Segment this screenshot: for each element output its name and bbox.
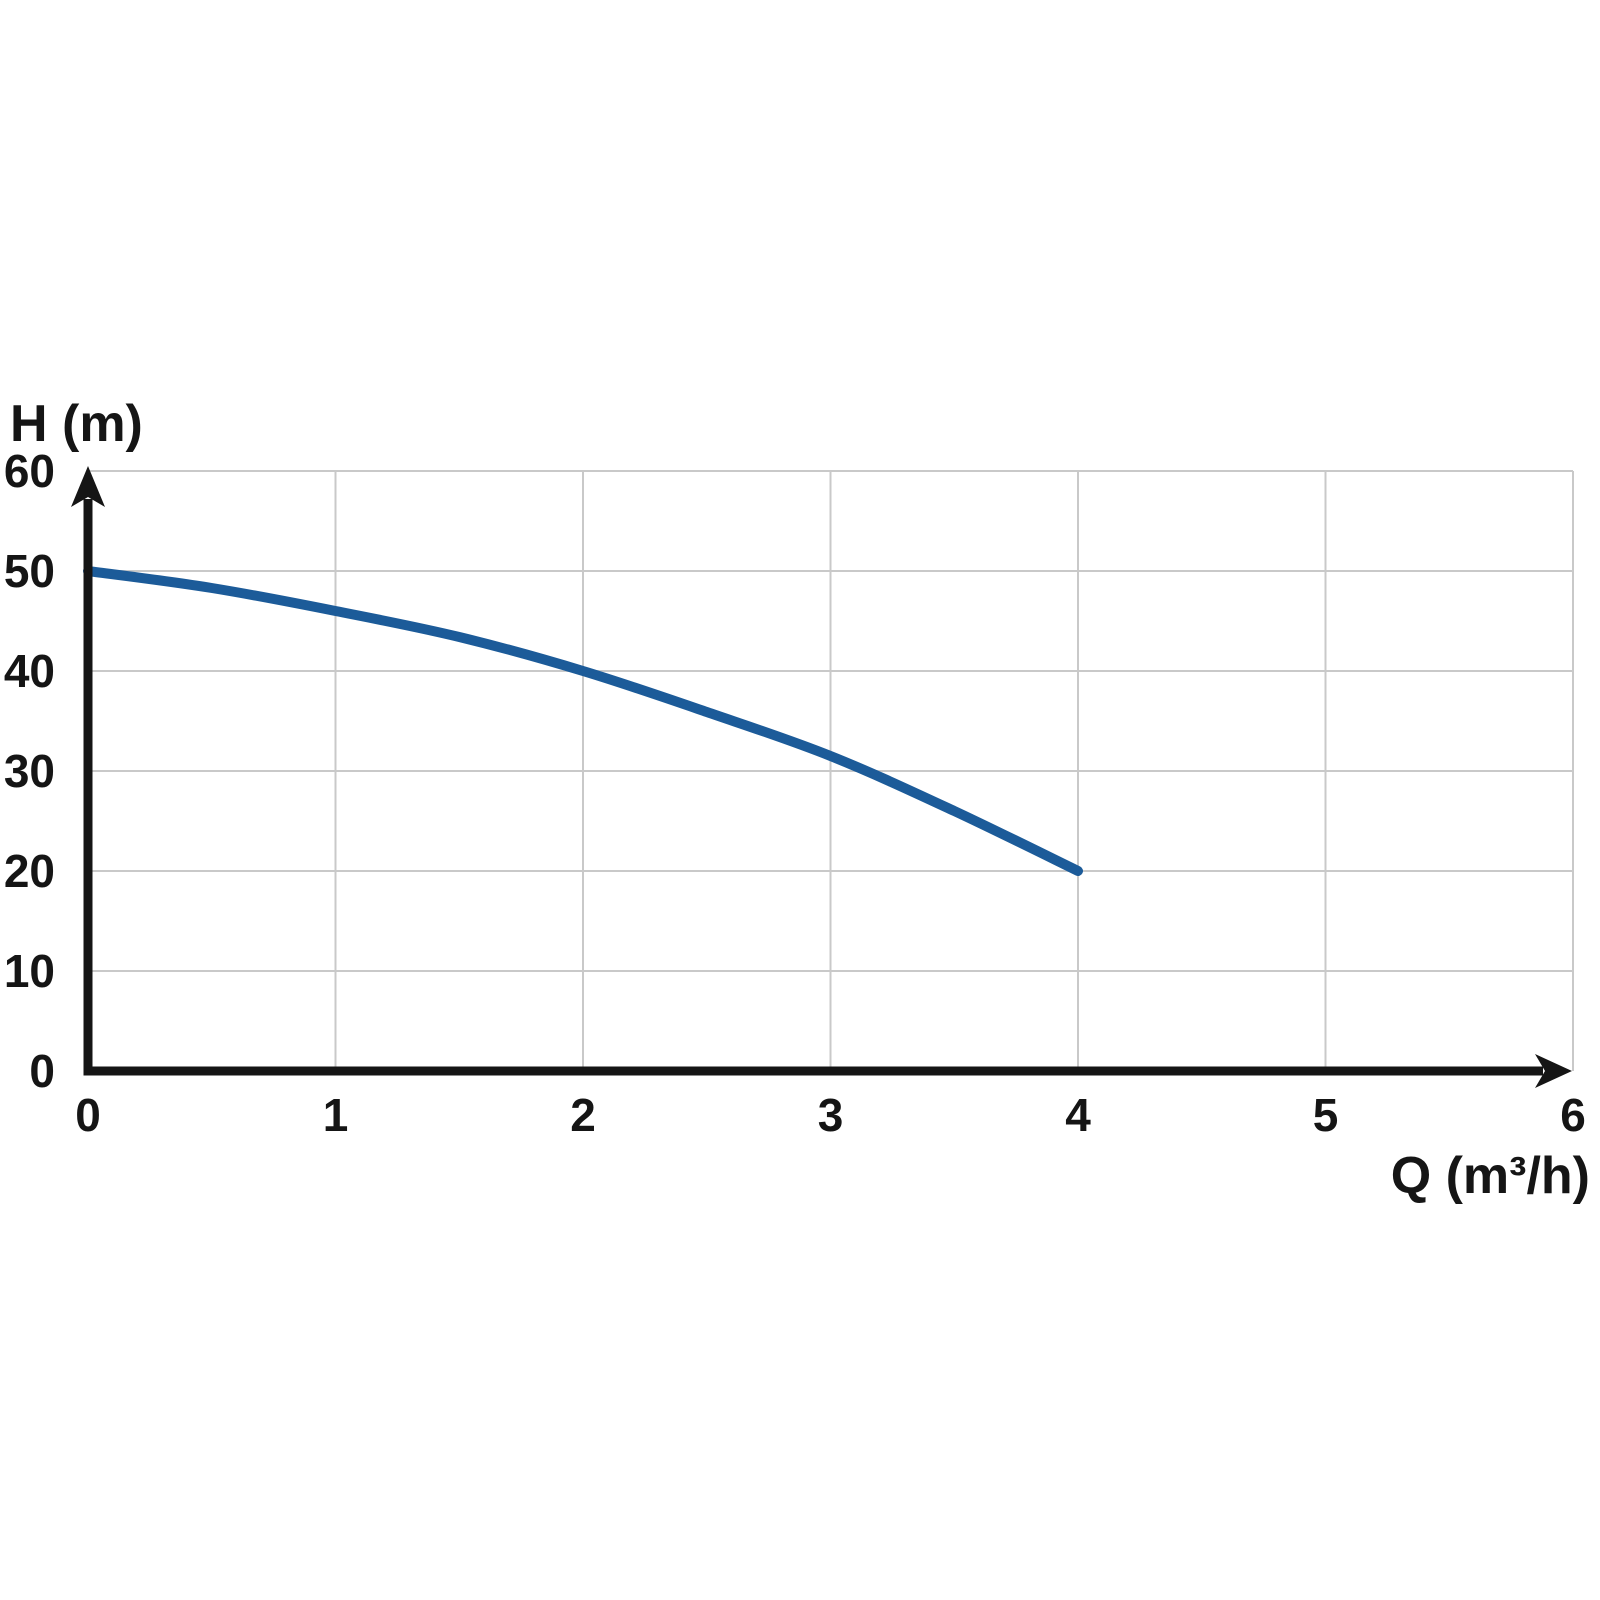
y-tick-label-30: 30	[4, 745, 55, 797]
pump-head-curve-line	[83, 566, 1083, 876]
y-tick-label-0: 0	[29, 1045, 55, 1097]
y-tick-label-60: 60	[4, 445, 55, 497]
x-tick-label-2: 2	[570, 1089, 596, 1141]
x-tick-label-6: 6	[1560, 1089, 1586, 1141]
y-tick-label-50: 50	[4, 545, 55, 597]
x-tick-label-3: 3	[818, 1089, 844, 1141]
x-axis-title: Q (m³/h)	[1390, 1147, 1590, 1205]
y-tick-label-10: 10	[4, 945, 55, 997]
y-tick-label-40: 40	[4, 645, 55, 697]
x-axis-arrowhead-icon	[1535, 1054, 1572, 1088]
y-axis-arrowhead-icon	[71, 466, 105, 507]
x-tick-label-1: 1	[323, 1089, 349, 1141]
x-tick-label-5: 5	[1313, 1089, 1339, 1141]
x-tick-label-0: 0	[75, 1089, 101, 1141]
y-tick-label-20: 20	[4, 845, 55, 897]
y-axis-title: H (m)	[10, 395, 143, 453]
x-tick-label-4: 4	[1065, 1089, 1091, 1141]
